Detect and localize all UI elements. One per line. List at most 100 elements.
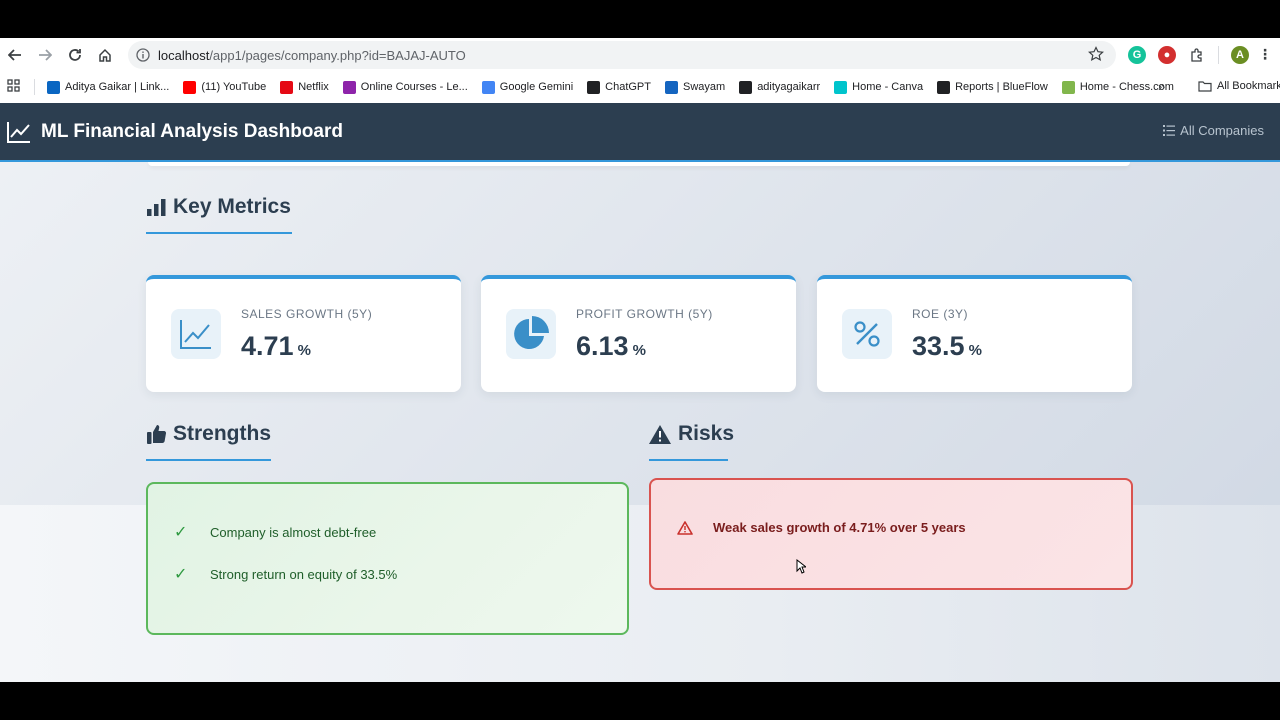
address-bar[interactable]: localhost/app1/pages/company.php?id=BAJA… (128, 41, 1116, 69)
bookmarks-divider (34, 79, 35, 95)
strengths-title: Strengths (173, 422, 272, 445)
bookmark-label: Online Courses - Le... (360, 81, 468, 93)
bookmark-label: ChatGPT (605, 81, 651, 93)
risks-underline (649, 459, 728, 461)
bookmarks-bar: Aditya Gaikar | Link... (11) YouTube Netfl… (0, 71, 1280, 103)
reload-icon (69, 48, 81, 61)
risk-item: Weak sales growth of 4.71% over 5 years (677, 520, 966, 535)
letterbox-top (0, 0, 1280, 38)
metric-card-profit-growth: PROFIT GROWTH (5Y) 6.13% (481, 275, 796, 392)
bookmark-label: Home - Canva (852, 81, 924, 93)
canva-icon (834, 80, 848, 94)
strength-text: Strong return on equity of 33.5% (210, 566, 398, 582)
home-icon (99, 48, 111, 62)
risks-heading: Risks (649, 422, 734, 446)
bookmark-item[interactable]: Online Courses - Le... (342, 80, 468, 94)
strength-text: Company is almost debt-free (210, 524, 377, 540)
all-companies-label: All Companies (1180, 123, 1264, 138)
bookmark-label: adityagaikarr (757, 81, 821, 93)
apps-grid-icon[interactable] (7, 79, 20, 95)
risks-panel: Weak sales growth of 4.71% over 5 years (649, 478, 1133, 590)
folder-icon (1198, 81, 1212, 92)
mouse-cursor-icon (796, 558, 808, 579)
metric-label: PROFIT GROWTH (5Y) (576, 307, 713, 321)
bookmark-label: (11) YouTube (201, 81, 267, 93)
bookmark-item[interactable]: (11) YouTube (183, 80, 267, 94)
all-companies-link[interactable]: All Companies (1163, 123, 1264, 138)
trend-chart-icon (7, 121, 30, 143)
bookmark-label: Google Gemini (499, 81, 574, 93)
extensions-puzzle-icon[interactable] (1188, 46, 1206, 64)
bookmark-item[interactable]: Home - Canva (834, 80, 924, 94)
bookmark-label: Swayam (683, 81, 726, 93)
bar-chart-icon (147, 198, 166, 216)
metric-value: 4.71% (241, 331, 311, 361)
linkedin-icon (47, 80, 60, 94)
percent-icon (842, 309, 892, 359)
strength-item: ✓ Strong return on equity of 33.5% (174, 564, 397, 584)
bookmark-item[interactable]: Netflix (280, 80, 329, 94)
all-bookmarks-label: All Bookmarks (1217, 80, 1280, 92)
more-bookmarks-icon[interactable]: » (1158, 79, 1166, 94)
profile-avatar[interactable]: A (1231, 45, 1249, 64)
bookmark-label: Aditya Gaikar | Link... (65, 81, 170, 93)
bookmark-item[interactable]: Swayam (665, 80, 726, 94)
bookmark-item[interactable]: Google Gemini (481, 80, 574, 94)
forward-button[interactable] (30, 40, 60, 70)
metric-label: SALES GROWTH (5Y) (241, 307, 373, 321)
metric-card-sales-growth: SALES GROWTH (5Y) 4.71% (146, 275, 461, 392)
browser-menu-icon[interactable]: ⋮ (1258, 46, 1272, 62)
youtube-icon (183, 80, 197, 94)
strengths-underline (146, 459, 271, 461)
browser-toolbar: localhost/app1/pages/company.php?id=BAJA… (0, 38, 1280, 71)
bookmark-item[interactable]: ChatGPT (587, 80, 651, 94)
github-icon (739, 80, 753, 94)
chess-icon (1061, 80, 1075, 94)
bookmark-item[interactable]: Aditya Gaikar | Link... (47, 80, 170, 94)
reload-button[interactable] (60, 40, 90, 70)
netflix-icon (280, 80, 294, 94)
dashboard-page: ML Financial Analysis Dashboard All Comp… (0, 103, 1280, 682)
bookmark-item[interactable]: Home - Chess.com (1061, 80, 1174, 94)
app-brand[interactable]: ML Financial Analysis Dashboard (7, 121, 343, 143)
forward-arrow-icon (39, 48, 52, 61)
metric-value: 33.5% (912, 331, 982, 361)
grammarly-icon[interactable]: G (1128, 45, 1146, 64)
app-title: ML Financial Analysis Dashboard (41, 120, 343, 142)
thumbs-up-icon (147, 425, 166, 444)
key-metrics-heading: Key Metrics (147, 195, 291, 219)
bookmark-star-icon[interactable] (1088, 46, 1104, 67)
bookmark-label: Home - Chess.com (1079, 81, 1174, 93)
metric-card-roe: ROE (3Y) 33.5% (817, 275, 1132, 392)
letterbox-bottom (0, 682, 1280, 720)
site-info-icon[interactable] (128, 48, 158, 62)
checkmark-icon: ✓ (174, 524, 188, 541)
pie-chart-icon (506, 309, 556, 359)
list-icon (1163, 125, 1176, 136)
home-button[interactable] (90, 40, 120, 70)
bookmarks-spacer (1182, 71, 1183, 103)
strength-item: ✓ Company is almost debt-free (174, 522, 376, 542)
bookmark-list: Aditya Gaikar | Link... (11) YouTube Netfl… (47, 80, 1188, 94)
all-bookmarks-folder[interactable]: All Bookmarks (1198, 80, 1280, 92)
adblock-icon[interactable]: ● (1158, 45, 1176, 64)
previous-card-edge (148, 162, 1130, 166)
app-navbar: ML Financial Analysis Dashboard All Comp… (0, 103, 1280, 162)
risk-text: Weak sales growth of 4.71% over 5 years (713, 520, 966, 535)
metric-value: 6.13% (576, 331, 646, 361)
chatgpt-icon (587, 80, 601, 94)
bookmark-label: Netflix (298, 81, 329, 93)
swayam-icon (665, 80, 678, 94)
checkmark-icon: ✓ (174, 566, 188, 583)
strengths-heading: Strengths (147, 422, 271, 446)
key-metrics-underline (146, 232, 292, 234)
bookmark-item[interactable]: adityagaikarr (739, 80, 821, 94)
courses-icon (342, 80, 356, 94)
line-chart-icon (171, 309, 221, 359)
back-button[interactable] (0, 40, 30, 70)
bookmark-item[interactable]: Reports | BlueFlow (937, 80, 1048, 94)
risks-title: Risks (678, 422, 735, 445)
toolbar-divider (1218, 45, 1219, 64)
extensions-area: G ● A ⋮ (1128, 38, 1272, 71)
strengths-panel: ✓ Company is almost debt-free ✓ Strong r… (146, 482, 629, 635)
